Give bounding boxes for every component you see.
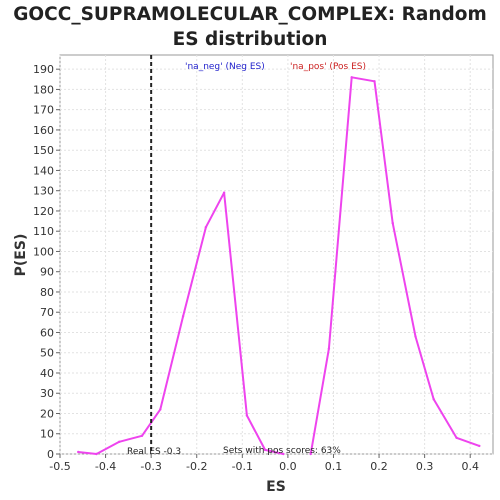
x-tick-label: -0.4 bbox=[95, 460, 116, 473]
title-line-2: ES distribution bbox=[173, 29, 328, 50]
data-point bbox=[181, 315, 185, 318]
data-point bbox=[77, 450, 80, 454]
data-point bbox=[327, 347, 331, 350]
data-point bbox=[350, 76, 353, 79]
data-point bbox=[432, 398, 435, 401]
data-point bbox=[282, 452, 285, 456]
x-tick-label: -0.5 bbox=[49, 460, 70, 473]
data-point bbox=[118, 440, 121, 444]
axis-ticks: -0.5 -0.4 -0.3 -0.2 -0.1 0.0 0.1 0.2 0.3 0.4 0 10 20… bbox=[33, 63, 479, 473]
x-tick-label: -0.1 bbox=[232, 460, 253, 473]
y-tick-label: 60 bbox=[40, 326, 54, 339]
y-tick-label: 90 bbox=[40, 266, 54, 279]
y-tick-label: 170 bbox=[33, 104, 54, 117]
legend-entry-pos: 'na_pos' (Pos ES) bbox=[290, 62, 366, 72]
series-lines bbox=[77, 76, 481, 456]
y-tick-label: 20 bbox=[40, 407, 54, 420]
grid-lines bbox=[59, 55, 493, 455]
data-point bbox=[455, 436, 458, 439]
data-point bbox=[222, 191, 226, 194]
y-tick-label: 180 bbox=[33, 83, 54, 96]
data-point bbox=[373, 80, 376, 83]
y-tick-label: 110 bbox=[33, 225, 54, 238]
y-tick-label: 10 bbox=[40, 428, 54, 441]
title-line-1: GOCC_SUPRAMOLECULAR_COMPLEX: Random bbox=[13, 4, 486, 25]
y-tick-label: 50 bbox=[40, 347, 54, 360]
x-tick-label: 0.4 bbox=[461, 460, 479, 473]
y-tick-label: 100 bbox=[33, 245, 54, 258]
data-point bbox=[245, 414, 249, 417]
x-tick-label: -0.2 bbox=[186, 460, 207, 473]
data-point bbox=[95, 452, 98, 456]
legend: 'na_neg' (Neg ES) 'na_pos' (Pos ES) bbox=[185, 62, 366, 72]
pos-scores-label: Sets with pos scores: 63% bbox=[223, 446, 341, 456]
y-tick-label: 140 bbox=[33, 164, 54, 177]
x-tick-label: -0.3 bbox=[140, 460, 161, 473]
chart-title: GOCC_SUPRAMOLECULAR_COMPLEX: Random ES d… bbox=[13, 4, 486, 50]
y-tick-label: 40 bbox=[40, 367, 54, 380]
data-point bbox=[140, 434, 144, 437]
x-tick-label: 0.3 bbox=[416, 460, 434, 473]
data-point bbox=[414, 335, 417, 338]
y-axis-label: P(ES) bbox=[13, 234, 29, 277]
y-tick-label: 80 bbox=[40, 286, 54, 299]
data-point bbox=[204, 225, 208, 229]
x-axis-label: ES bbox=[266, 479, 286, 495]
x-tick-label: 0.2 bbox=[370, 460, 388, 473]
y-tick-label: 0 bbox=[47, 448, 54, 461]
y-tick-label: 160 bbox=[33, 124, 54, 137]
legend-entry-neg: 'na_neg' (Neg ES) bbox=[185, 62, 265, 72]
plot-area bbox=[59, 54, 494, 455]
data-point bbox=[159, 408, 162, 411]
x-tick-label: 0.1 bbox=[325, 460, 343, 473]
data-point bbox=[263, 448, 267, 452]
y-tick-label: 130 bbox=[33, 185, 54, 198]
y-tick-label: 150 bbox=[33, 144, 54, 157]
data-point bbox=[391, 221, 394, 225]
data-point bbox=[309, 452, 312, 456]
y-tick-label: 70 bbox=[40, 306, 54, 319]
y-tick-label: 190 bbox=[33, 63, 54, 76]
y-tick-label: 120 bbox=[33, 205, 54, 218]
y-tick-label: 30 bbox=[40, 387, 54, 400]
real-es-label: Real ES -0.3 bbox=[127, 447, 181, 457]
x-tick-label: 0.0 bbox=[279, 460, 297, 473]
data-point bbox=[478, 444, 481, 448]
